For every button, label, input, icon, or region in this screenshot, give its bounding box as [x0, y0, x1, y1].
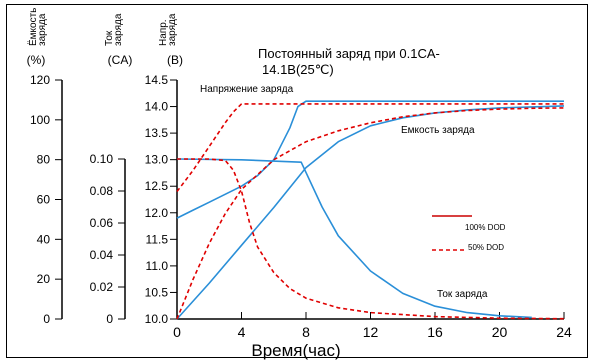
- y-tick-label: 13.0: [145, 153, 169, 167]
- series-2-100dod: [176, 105, 565, 320]
- x-tick-label: 24: [556, 324, 572, 340]
- x-tick-label: 8: [302, 324, 310, 340]
- y-tick-label: 14.5: [145, 73, 169, 87]
- y-tick-label: 11.5: [146, 232, 169, 246]
- chart-frame: [6, 4, 588, 358]
- y-tick-label: 12.0: [145, 206, 169, 220]
- y-tick-label: 0: [43, 312, 50, 326]
- axis-header: заряда: [113, 13, 124, 46]
- series-4-100dod: [176, 158, 532, 319]
- y-tick-label: 60: [37, 193, 51, 207]
- y-tick-label: 0.04: [90, 248, 114, 262]
- y-tick-label: 12.5: [145, 179, 169, 193]
- annotation-current: Ток заряда: [437, 289, 488, 300]
- y-tick-label: 100: [30, 113, 50, 127]
- series-5-50dod: [177, 158, 565, 320]
- legend-label-50dod: 50% DOD: [468, 243, 504, 252]
- x-tick-label: 16: [427, 324, 443, 340]
- axis-header: заряда: [167, 13, 178, 46]
- annotation-capacity: Емкость заряда: [401, 125, 475, 136]
- series-1-50dod: [176, 103, 564, 192]
- x-tick-label: 4: [238, 324, 246, 340]
- y-tick-label: 80: [37, 153, 51, 167]
- y-tick-label: 10.0: [145, 312, 169, 326]
- y-tick-label: 120: [30, 73, 50, 87]
- x-tick-label: 0: [173, 324, 181, 340]
- y-tick-label: 0.06: [90, 216, 114, 230]
- axis-header: Ток: [104, 30, 115, 46]
- y-tick-label: 0: [106, 312, 113, 326]
- y-tick-label: 11.0: [146, 259, 169, 273]
- chart-title: 14.1В(25℃): [262, 62, 334, 77]
- y-tick-label: 20: [37, 272, 51, 286]
- axis-header: Ёмкость: [27, 8, 39, 46]
- y-tick-label: 40: [37, 232, 51, 246]
- chart-title: Постоянный заряд при 0.1CA-: [258, 46, 440, 61]
- series-0-100dod: [176, 100, 564, 219]
- y-tick-label: 13.5: [145, 126, 169, 140]
- y-tick-label: 0.10: [90, 152, 114, 166]
- y-tick-label: 10.5: [145, 285, 169, 299]
- y-tick-label: 0.08: [90, 184, 114, 198]
- axis-unit: (В): [167, 53, 183, 67]
- x-axis-label: Время(час): [251, 341, 340, 360]
- axis-unit: (CA): [108, 53, 133, 67]
- axis-header: Напр.: [158, 19, 169, 46]
- axis-unit: (%): [27, 53, 46, 67]
- x-tick-label: 20: [492, 324, 508, 340]
- annotation-voltage: Напряжение заряда: [200, 84, 294, 95]
- y-tick-label: 0.02: [90, 280, 114, 294]
- axis-header: заряда: [37, 13, 48, 46]
- legend-label-100dod: 100% DOD: [465, 223, 506, 232]
- series-3-50dod: [176, 107, 565, 320]
- x-tick-label: 12: [363, 324, 379, 340]
- y-tick-label: 14.0: [145, 100, 169, 114]
